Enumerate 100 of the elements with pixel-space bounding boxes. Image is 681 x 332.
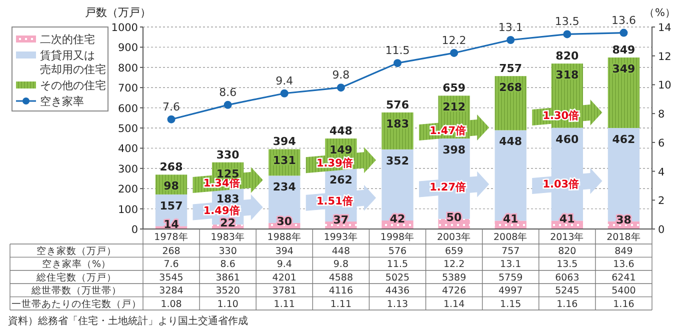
text: 総世帯数（万世帯） [32, 286, 122, 297]
total-label: 659 [442, 82, 466, 95]
point [336, 84, 345, 92]
data-label: 7.6 [164, 259, 179, 270]
annotation: 1.03倍 [542, 178, 580, 191]
text: 資料）総務省「住宅・土地統計」より国土交通省作成 [8, 315, 248, 327]
data-label: 11.5 [386, 259, 408, 270]
text: 総住宅数（万戸） [36, 272, 116, 284]
text: 330 [218, 246, 237, 257]
data-label: 41 [502, 212, 518, 226]
text: 3545 [159, 272, 184, 284]
text: 4997 [498, 286, 523, 297]
annotation: 1.34倍 [203, 176, 240, 190]
annotation: 1.51倍 [316, 194, 354, 208]
data-label: 13.1 [500, 259, 522, 270]
text: 9.8 [332, 68, 350, 82]
legend-label: 二次的住宅 [40, 33, 95, 46]
x-tick-label: 1978年 [154, 231, 188, 243]
y-tick-label: 800 [118, 62, 138, 74]
data-label: 50 [446, 210, 462, 224]
data-label: 42 [390, 212, 406, 226]
data-label: 318 [556, 68, 579, 82]
point [620, 28, 628, 37]
data-label: 157 [160, 199, 183, 212]
data-label: 212 [442, 100, 466, 114]
data-label: 9.4 [276, 259, 292, 270]
y-tick-label: 900 [118, 42, 138, 54]
text: 空き家数（万戸） [36, 246, 116, 257]
data-label: 13.6 [613, 259, 634, 270]
x-tick-label: 1983年 [210, 231, 245, 243]
data-label: 448 [499, 135, 522, 148]
y2-tick-label: 6 [658, 137, 665, 150]
point [167, 115, 176, 124]
text: 1.16 [556, 298, 578, 310]
text: 6241 [612, 272, 636, 284]
y-tick-label: 500 [118, 123, 138, 135]
x-tick-label: 1993年 [324, 231, 358, 243]
y2-tick-label: 10 [658, 80, 672, 92]
text: 1.11 [274, 298, 295, 310]
total-label: 757 [499, 62, 522, 76]
text: 9.4 [276, 74, 294, 88]
y2-axis-title: （%） [644, 7, 676, 19]
data-label: 22 [220, 216, 236, 230]
text: 5025 [385, 272, 410, 284]
text: 3861 [216, 272, 240, 284]
legend-label: その他の住宅 [40, 79, 106, 92]
text: 5759 [498, 272, 523, 284]
text: 8.6 [219, 86, 237, 99]
text: 13.6 [611, 14, 636, 27]
text: 13.1 [498, 20, 523, 34]
total-label: 394 [272, 135, 296, 148]
x-tick-label: 2003年 [436, 231, 472, 243]
text: 1.08 [160, 298, 182, 310]
text: 1.15 [500, 298, 522, 310]
y-axis-title: 戸数（万戸） [85, 6, 151, 19]
text: 849 [614, 246, 633, 257]
text: 4588 [328, 272, 354, 284]
y-tick-label: 1000 [111, 22, 138, 34]
data-label: 268 [499, 81, 522, 94]
data-label: 262 [329, 174, 352, 187]
y2-tick-label: 8 [658, 108, 665, 121]
x-tick-label: 2013年 [550, 231, 584, 243]
text: 3520 [216, 286, 240, 297]
legend-label: 賃貸用又は売却用の住宅 [40, 49, 106, 76]
data-label: 98 [164, 180, 179, 193]
data-label: 12.2 [443, 259, 465, 270]
text: 5400 [612, 286, 636, 297]
text: 659 [444, 246, 464, 257]
annotation: 1.27倍 [430, 180, 467, 194]
data-label: 37 [333, 214, 349, 227]
text: 12.2 [442, 34, 466, 47]
text: 空き家率（%） [42, 259, 112, 270]
point [563, 30, 572, 38]
data-label: 131 [272, 154, 296, 168]
text: 1.11 [330, 298, 352, 310]
total-label: 576 [386, 98, 410, 112]
point [450, 48, 458, 57]
data-label: 14 [164, 218, 180, 232]
y-tick-label: 700 [118, 82, 138, 95]
x-tick-label: 2008年 [494, 231, 528, 243]
point [280, 89, 288, 98]
x-tick-label: 1998年 [380, 231, 415, 243]
text: 1.10 [217, 298, 238, 310]
text: 13.5 [554, 15, 580, 28]
data-label: 398 [442, 144, 466, 157]
y-tick-label: 400 [118, 143, 138, 156]
text: 4726 [442, 286, 466, 297]
text: 1.16 [613, 298, 634, 310]
y-tick-label: 600 [118, 102, 138, 115]
total-label: 330 [216, 148, 240, 162]
data-label: 352 [386, 154, 409, 168]
data-label: 38 [616, 213, 632, 226]
annotation: 1.30倍 [542, 108, 580, 122]
data-label: 8.6 [220, 259, 236, 270]
text: 4116 [328, 286, 354, 297]
text: 5389 [442, 272, 466, 284]
text: 448 [332, 246, 350, 257]
data-label: 183 [386, 117, 409, 130]
text: 1.14 [443, 298, 465, 310]
x-tick-label: 1988年 [267, 231, 302, 243]
